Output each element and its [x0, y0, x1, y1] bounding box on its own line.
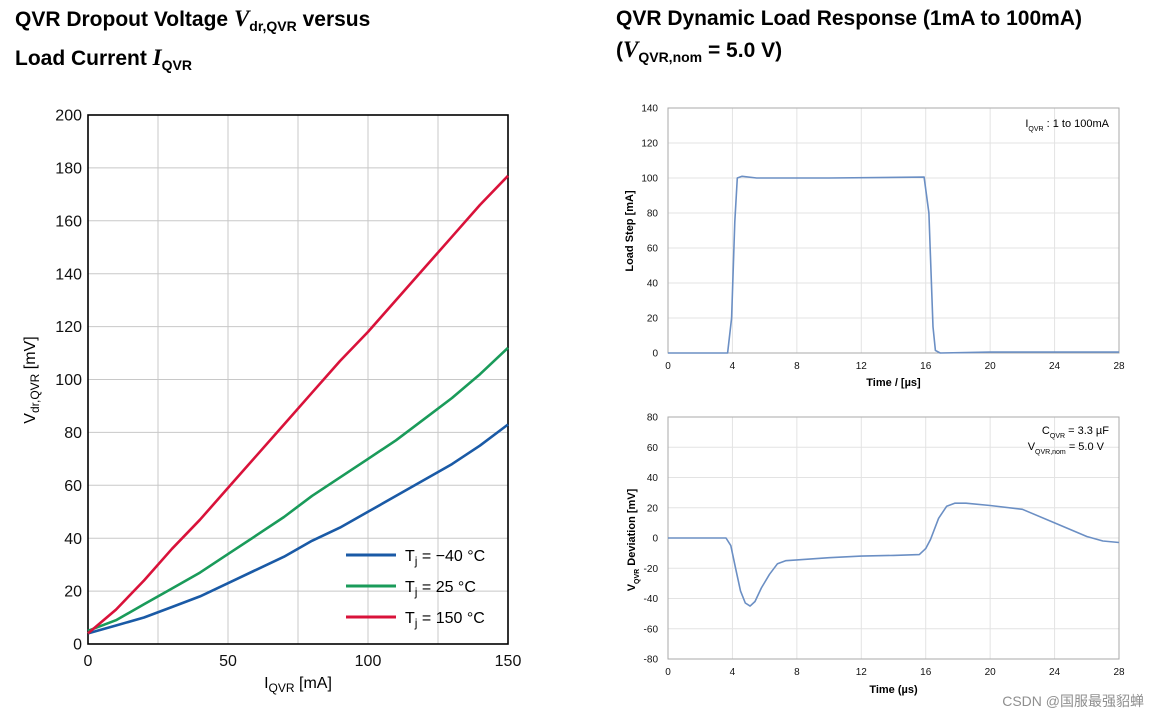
y-tick-label: -20: [644, 564, 659, 575]
right-title-rest: = 5.0 V): [702, 39, 783, 62]
x-tick-label: 28: [1113, 361, 1125, 372]
y-tick-label: 20: [647, 314, 659, 325]
y-tick-label: 100: [55, 372, 82, 389]
y-axis-label: Vdr,QVR [mV]: [22, 336, 42, 423]
legend-label: Tj = −40 °C: [405, 548, 485, 568]
left-title-symbol-sub: dr,QVR: [249, 18, 297, 34]
y-axis-label: VQVR Deviation [mV]: [626, 488, 641, 591]
right-chart-title: QVR Dynamic Load Response (1mA to 100mA)…: [616, 3, 1156, 73]
series-line: [668, 502, 1120, 607]
x-tick-label: 50: [219, 653, 237, 670]
annotation-vqvr-nom: VQVR,nom = 5.0 V: [1028, 441, 1105, 456]
y-tick-label: -40: [644, 594, 659, 605]
right-title-symbol: V: [623, 37, 639, 62]
x-tick-label: 12: [856, 667, 868, 678]
y-tick-label: 80: [64, 425, 82, 442]
left-title-symbol2: I: [152, 45, 162, 70]
y-tick-label: 40: [647, 279, 659, 290]
x-tick-label: 8: [794, 361, 800, 372]
y-tick-label: 0: [652, 349, 658, 360]
y-tick-label: 140: [641, 104, 658, 115]
x-tick-label: 16: [920, 667, 932, 678]
y-axis-label: Load Step [mA]: [624, 190, 636, 272]
series-line: [668, 175, 1119, 354]
legend-label: Tj = 150 °C: [405, 610, 485, 630]
y-tick-label: 40: [64, 531, 82, 548]
y-tick-label: 20: [64, 584, 82, 601]
series-line: [87, 423, 509, 635]
right-title-open: (: [616, 39, 623, 62]
x-tick-label: 100: [355, 653, 382, 670]
x-tick-label: 0: [665, 667, 671, 678]
x-tick-label: 8: [794, 667, 800, 678]
left-chart-title: QVR Dropout Voltage Vdr,QVR versus Load …: [15, 3, 575, 81]
annotation-cqvr: CQVR = 3.3 µF: [1042, 425, 1109, 440]
annotation-iqvr: IQVR : 1 to 100mA: [1025, 118, 1109, 133]
x-tick-label: 4: [730, 361, 736, 372]
x-tick-label: 12: [856, 361, 868, 372]
x-axis-label: Time (µs): [869, 684, 918, 696]
y-tick-label: 120: [55, 319, 82, 336]
y-tick-label: -80: [644, 655, 659, 666]
right-title-line1: QVR Dynamic Load Response (1mA to 100mA): [616, 7, 1082, 30]
y-tick-label: 140: [55, 266, 82, 283]
left-title-symbol: V: [233, 6, 250, 31]
y-tick-label: 60: [647, 443, 659, 454]
left-title-prefix: QVR Dropout Voltage: [15, 8, 234, 31]
series-line: [87, 174, 509, 635]
plot-frame: [87, 114, 509, 645]
x-tick-label: 150: [495, 653, 522, 670]
left-title-suffix: versus: [296, 8, 371, 31]
watermark: CSDN @国服最强貂蝉: [1002, 693, 1144, 709]
left-title-line2: Load Current: [15, 47, 153, 70]
y-tick-label: 20: [647, 503, 659, 514]
y-tick-label: 80: [647, 209, 659, 220]
x-tick-label: 28: [1113, 667, 1125, 678]
right-title-symbol-sub: QVR,nom: [638, 49, 703, 65]
y-tick-label: 100: [641, 174, 658, 185]
x-tick-label: 20: [985, 361, 997, 372]
y-tick-label: -60: [644, 624, 659, 635]
y-tick-label: 180: [55, 161, 82, 178]
y-tick-label: 40: [647, 473, 659, 484]
series-line: [87, 346, 509, 633]
x-tick-label: 24: [1049, 667, 1061, 678]
y-tick-label: 60: [647, 244, 659, 255]
y-tick-label: 200: [55, 108, 82, 125]
y-tick-label: 120: [641, 139, 658, 150]
legend-label: Tj = 25 °C: [405, 579, 476, 599]
x-tick-label: 24: [1049, 361, 1061, 372]
plot-frame: [667, 107, 1120, 354]
load-step-chart: 0 4 8 12 16 20 24 28 0 20 40 60 80 100 120 140 Time / [µ…: [624, 104, 1125, 390]
x-tick-label: 4: [730, 667, 736, 678]
voltage-deviation-chart: 0 4 8 12 16 20 24 28 -80 -60 -40 -20 0 20 40 60 80 Time (…: [626, 413, 1125, 697]
y-tick-label: 0: [73, 637, 82, 654]
x-tick-label: 20: [985, 667, 997, 678]
x-axis-label: Time / [µs]: [866, 377, 921, 389]
x-tick-label: 0: [84, 653, 93, 670]
left-title-symbol2-sub: QVR: [161, 57, 192, 73]
y-tick-label: 60: [64, 478, 82, 495]
x-tick-label: 0: [665, 361, 671, 372]
dropout-voltage-chart: 0 50 100 150 0 20 40 60 80 100 120 140 160 180 200 IQVR…: [22, 108, 521, 695]
y-tick-label: 160: [55, 213, 82, 230]
x-axis-label: IQVR [mA]: [264, 675, 332, 695]
y-tick-label: 80: [647, 413, 659, 424]
y-tick-label: 0: [652, 534, 658, 545]
x-tick-label: 16: [920, 361, 932, 372]
